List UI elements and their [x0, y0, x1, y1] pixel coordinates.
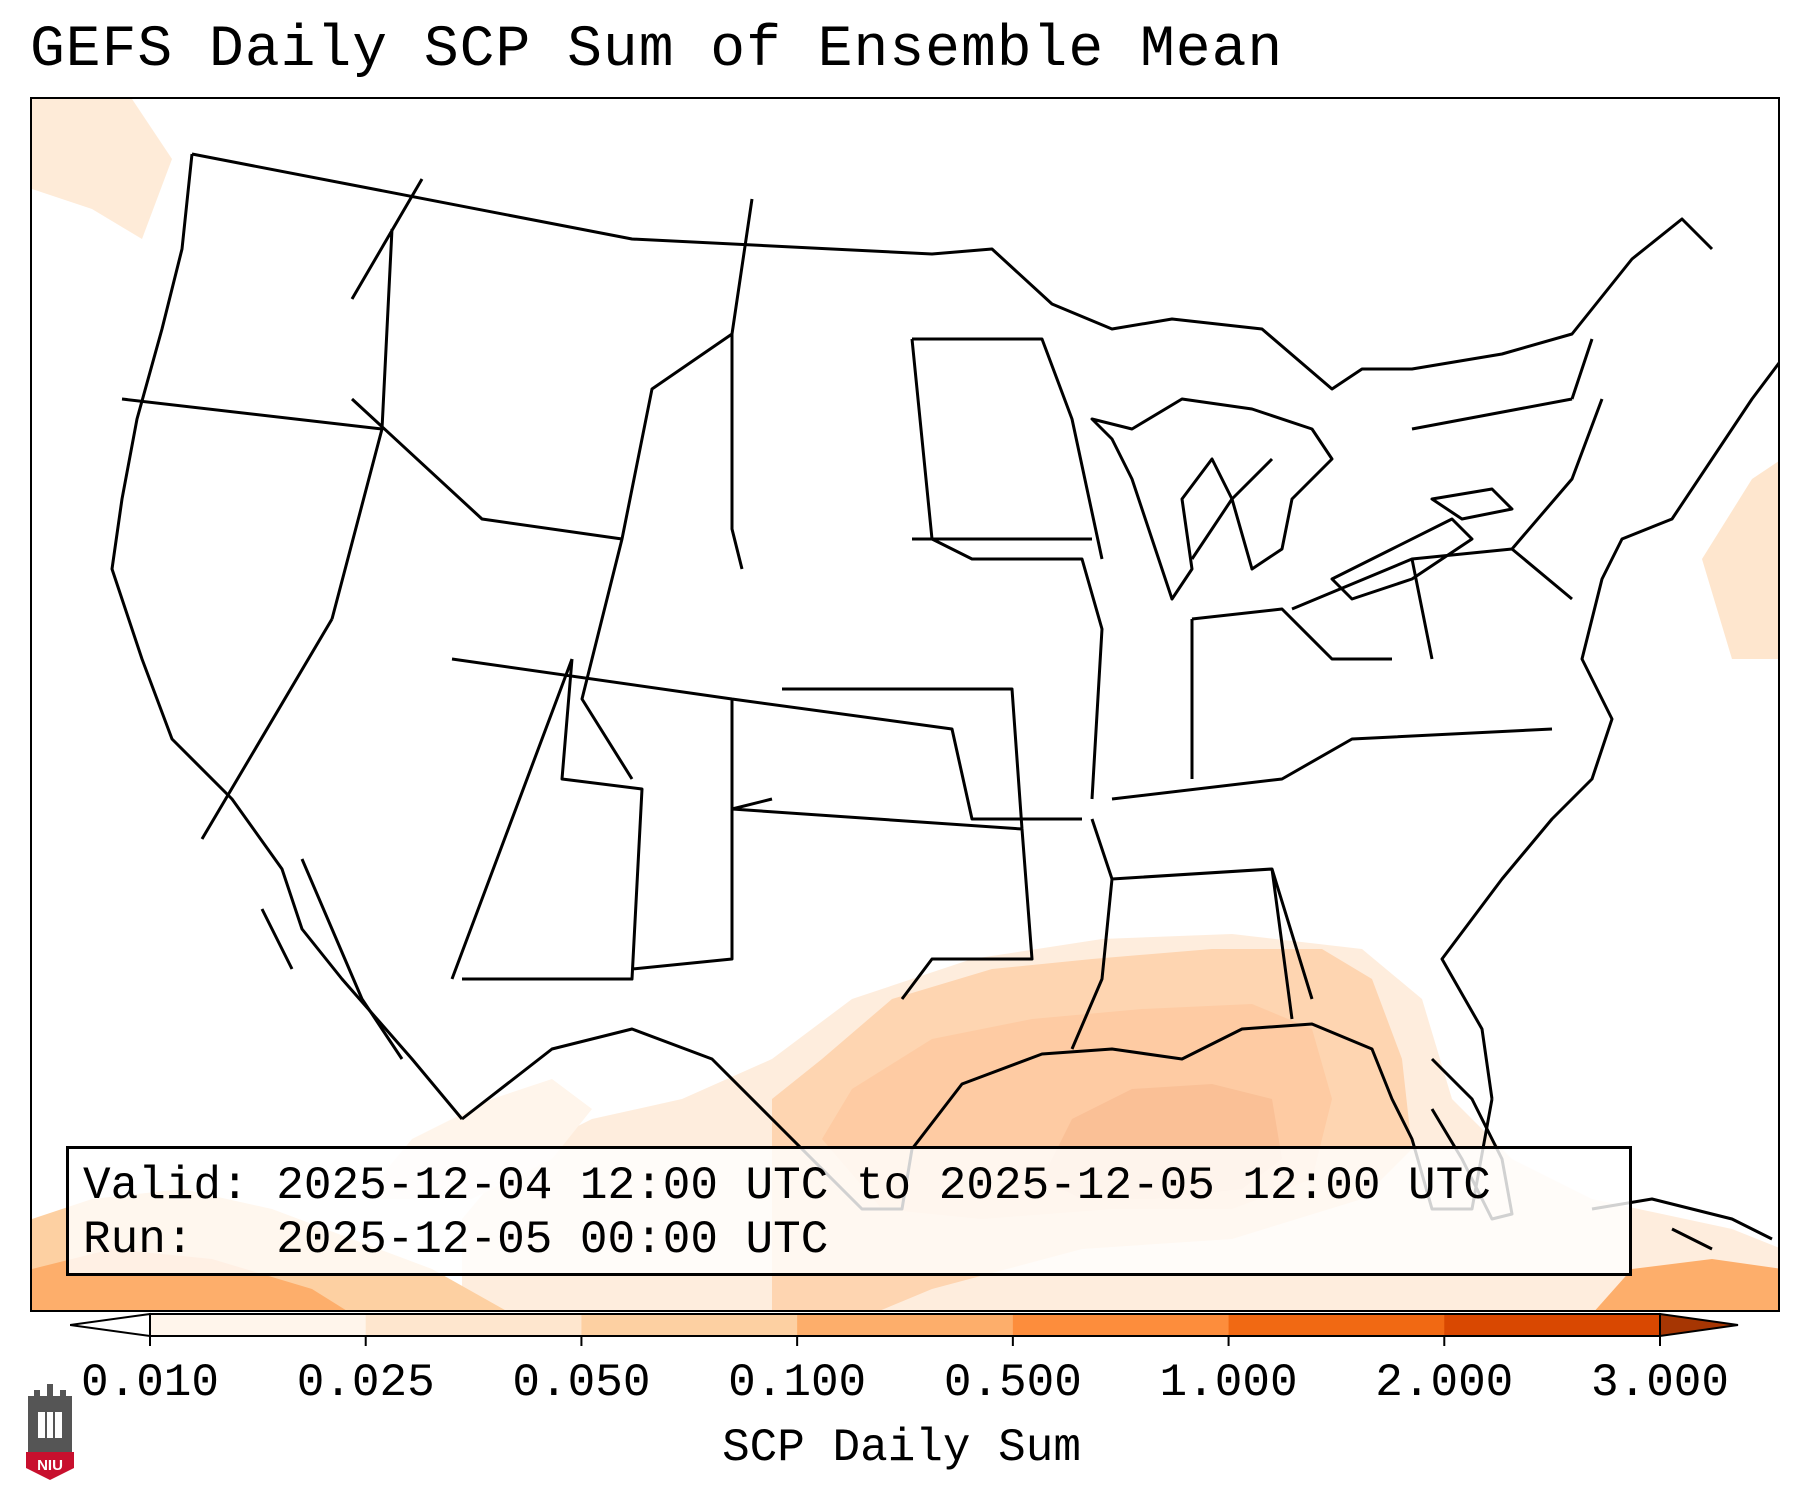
validity-info-box: Valid: 2025-12-04 12:00 UTC to 2025-12-0… — [66, 1146, 1632, 1276]
scp-map — [32, 99, 1778, 1310]
valid-value: 2025-12-04 12:00 UTC to 2025-12-05 12:00… — [276, 1160, 1491, 1212]
west-coast — [110, 153, 464, 1120]
map-title: GEFS Daily SCP Sum of Ensemble Mean — [30, 18, 1284, 83]
valid-label: Valid: — [83, 1160, 249, 1212]
colorbar-segment — [1012, 1314, 1230, 1336]
colorbar-tick-label: 0.500 — [943, 1357, 1082, 1409]
colorbar-tick-label: 0.050 — [512, 1357, 651, 1409]
colorbar-over-triangle — [1659, 1312, 1739, 1338]
colorbar-segment — [1444, 1314, 1661, 1336]
colorbar-frame — [149, 1313, 1661, 1337]
colorbar-tick-label: 2.000 — [1375, 1357, 1514, 1409]
colorbar-tick-label: 0.100 — [728, 1357, 867, 1409]
scp-area-atlantic — [1702, 461, 1778, 659]
colorbar-tick-label: 0.010 — [80, 1357, 220, 1409]
run-value: 2025-12-05 00:00 UTC — [276, 1214, 829, 1266]
scp-area-caribbean — [1595, 1259, 1778, 1310]
map-boundaries — [110, 152, 1778, 1251]
colorbar-label: SCP Daily Sum — [722, 1422, 1081, 1474]
colorbar-segment — [150, 1314, 367, 1336]
east-coast — [1440, 361, 1778, 1100]
great-lakes — [1090, 397, 1514, 601]
run-label: Run: — [83, 1214, 194, 1266]
scp-shading — [32, 99, 1778, 1310]
colorbar-segment — [1228, 1314, 1445, 1336]
map-panel — [30, 97, 1780, 1312]
canada-border — [191, 152, 1714, 391]
logo-text: NIU — [37, 1457, 63, 1474]
colorbar-tick-label: 3.000 — [1590, 1357, 1730, 1409]
gulf-coast — [461, 1022, 1494, 1211]
colorbar — [70, 1312, 1739, 1346]
mexico-lines — [260, 858, 404, 1060]
colorbar-segment — [797, 1314, 1014, 1336]
colorbar-segment — [581, 1314, 798, 1336]
colorbar-tick-label: 1.000 — [1159, 1357, 1298, 1409]
colorbar-segment — [365, 1314, 582, 1336]
colorbar-tick-label: 0.025 — [296, 1357, 435, 1409]
scp-area-northwest — [32, 99, 172, 239]
logo-shield-icon — [26, 1452, 74, 1480]
niu-logo: NIU — [26, 1384, 74, 1480]
state-lines — [121, 178, 1604, 1050]
colorbar-under-triangle — [70, 1312, 151, 1338]
